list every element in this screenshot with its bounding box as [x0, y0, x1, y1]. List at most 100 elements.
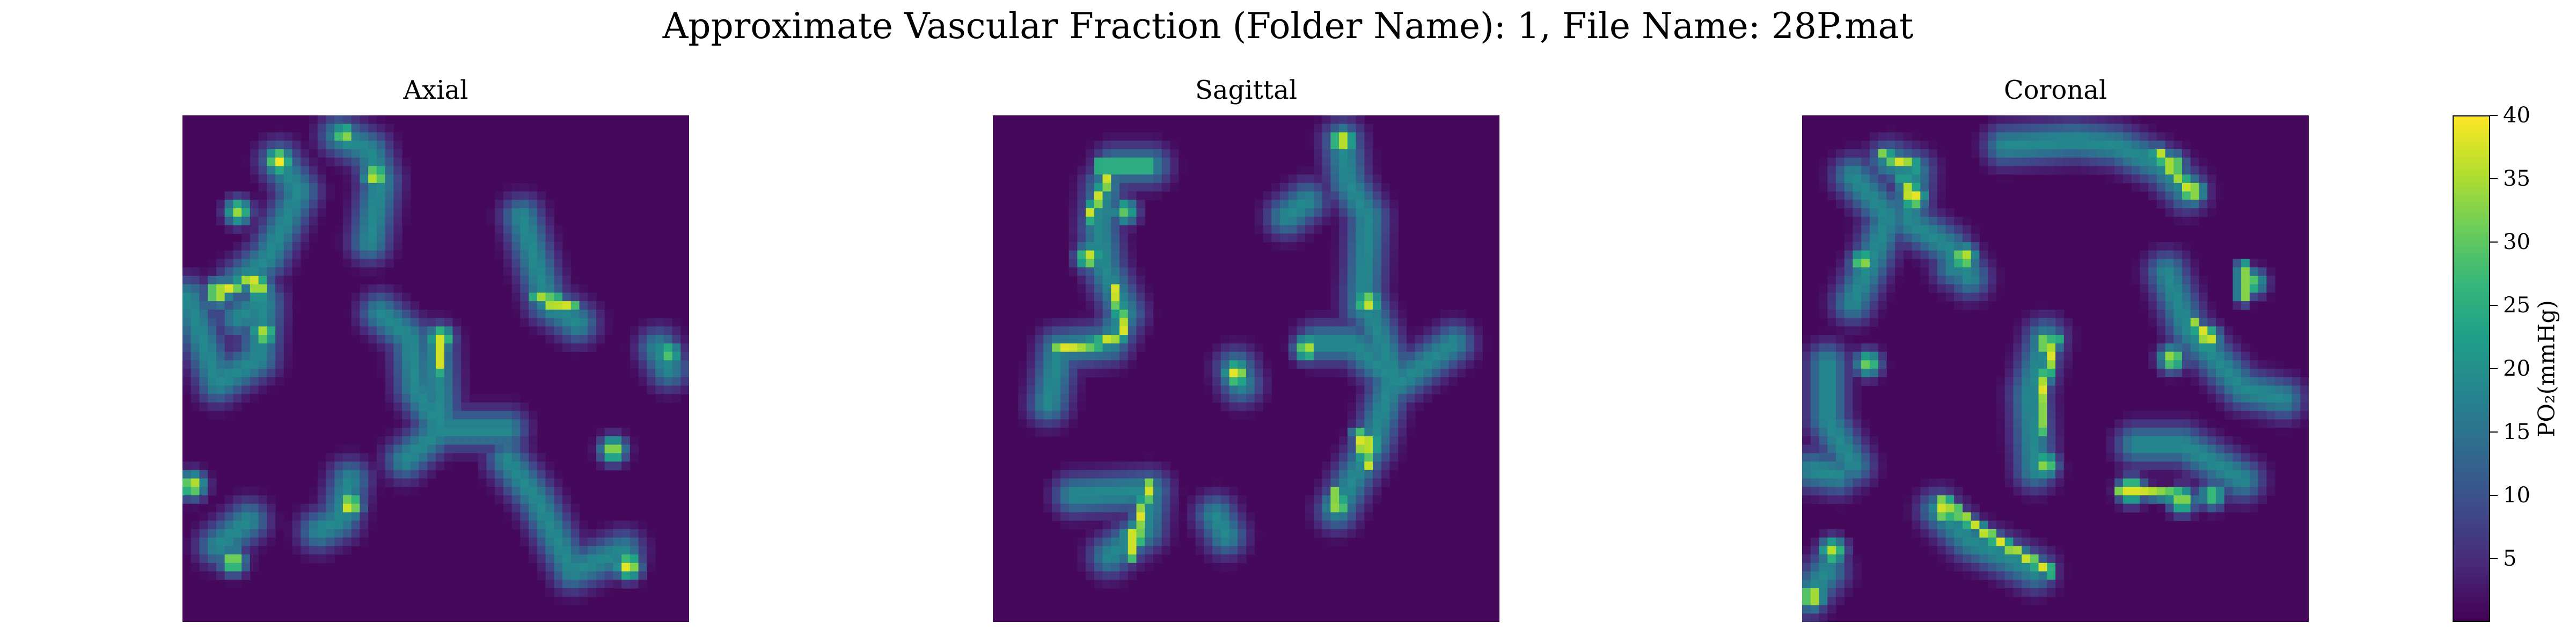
heatmap-cell [2038, 123, 2047, 133]
heatmap-cell [2258, 360, 2267, 369]
heatmap-cell [1971, 571, 1980, 580]
heatmap-cell [351, 166, 360, 175]
heatmap-cell [275, 174, 284, 184]
heatmap-cell [2131, 436, 2140, 445]
heatmap-cell [334, 157, 343, 166]
heatmap-cell [2241, 444, 2250, 453]
heatmap-cell [241, 267, 251, 276]
heatmap-cell [283, 166, 293, 175]
heatmap-cell [1043, 495, 1052, 504]
heatmap-cell [1810, 394, 1820, 403]
heatmap-cell [1869, 284, 1879, 293]
heatmap-cell [385, 377, 394, 386]
heatmap-cell [393, 394, 402, 403]
heatmap-cell [1052, 394, 1061, 403]
heatmap-cell [2030, 149, 2039, 158]
heatmap-cell [1128, 174, 1137, 184]
heatmap-cell [1954, 562, 1963, 572]
heatmap-cell [258, 335, 267, 344]
heatmap-cell [461, 436, 470, 445]
heatmap-cell [2081, 132, 2090, 141]
heatmap-cell [2004, 521, 2014, 530]
heatmap-cell [2275, 385, 2284, 394]
heatmap-cell [2258, 411, 2267, 420]
heatmap-cell [1356, 470, 1365, 479]
heatmap-cell [208, 571, 217, 580]
heatmap-cell [1204, 487, 1213, 496]
heatmap-cell [1844, 166, 1853, 175]
heatmap-cell [1364, 318, 1373, 327]
heatmap-cell [1802, 470, 1811, 479]
heatmap-cell [2174, 301, 2183, 310]
heatmap-cell [621, 554, 631, 564]
heatmap-cell [2224, 394, 2233, 403]
heatmap-cell [2038, 301, 2047, 310]
heatmap-cell [1119, 521, 1129, 530]
heatmap-cell [1457, 360, 1466, 369]
heatmap-cell [2047, 402, 2056, 412]
heatmap-cell [1136, 191, 1145, 200]
heatmap-cell [2097, 132, 2106, 141]
heatmap-cell [224, 495, 233, 504]
heatmap-cell [588, 453, 597, 462]
heatmap-cell [385, 174, 394, 184]
heatmap-cell [2156, 326, 2166, 335]
heatmap-cell [1086, 141, 1095, 150]
heatmap-cell [2022, 318, 2031, 327]
heatmap-cell [1844, 411, 1853, 420]
heatmap-cell [520, 208, 529, 217]
heatmap-cell [1322, 521, 1331, 530]
heatmap-cell [1220, 562, 1230, 572]
heatmap-cell [1330, 512, 1340, 521]
heatmap-cell [385, 225, 394, 234]
heatmap-cell [1448, 369, 1458, 378]
heatmap-cell [1869, 149, 1879, 158]
heatmap-cell [1102, 250, 1111, 260]
heatmap-cell [529, 487, 538, 496]
heatmap-cell [1920, 267, 1929, 276]
heatmap-cell [1297, 352, 1306, 361]
heatmap-cell [579, 326, 588, 335]
heatmap-cell [1979, 554, 1988, 564]
heatmap-cell [1810, 419, 1820, 428]
heatmap-cell [2047, 352, 2056, 361]
heatmap-cell [402, 470, 411, 479]
heatmap-cell [2013, 462, 2022, 471]
heatmap-cell [309, 157, 318, 166]
heatmap-cell [1937, 546, 1946, 555]
heatmap-cell [1094, 326, 1103, 335]
heatmap-cell [1853, 233, 1862, 243]
heatmap-cell [495, 470, 504, 479]
heatmap-cell [1827, 462, 1836, 471]
heatmap-cell [1996, 537, 2006, 546]
heatmap-cell [1945, 250, 1955, 260]
heatmap-cell [1810, 554, 1820, 564]
heatmap-cell [503, 462, 513, 471]
heatmap-cell [1802, 613, 1811, 622]
heatmap-cell [267, 250, 276, 260]
heatmap-cell [1373, 360, 1382, 369]
heatmap-cell [2215, 470, 2225, 479]
heatmap-cell [1979, 166, 1988, 175]
heatmap-cell [1895, 174, 1904, 184]
heatmap-cell [1136, 309, 1145, 319]
heatmap-cell [267, 503, 276, 513]
heatmap-cell [2156, 335, 2166, 344]
heatmap-cell [537, 495, 546, 504]
heatmap-cell [385, 385, 394, 394]
heatmap-cell [1153, 132, 1162, 141]
heatmap-cell [1052, 335, 1061, 344]
heatmap-cell [1810, 495, 1820, 504]
heatmap-cell [2165, 242, 2174, 251]
heatmap-cell [342, 141, 352, 150]
heatmap-cell [1835, 571, 1845, 580]
heatmap-cell [1018, 394, 1027, 403]
heatmap-cell [1482, 335, 1491, 344]
heatmap-cell [2055, 411, 2065, 420]
heatmap-cell [368, 242, 377, 251]
heatmap-cell [1035, 318, 1044, 327]
heatmap-cell [1844, 335, 1853, 344]
heatmap-cell [1810, 444, 1820, 453]
heatmap-cell [630, 436, 639, 445]
heatmap-cell [1069, 233, 1078, 243]
